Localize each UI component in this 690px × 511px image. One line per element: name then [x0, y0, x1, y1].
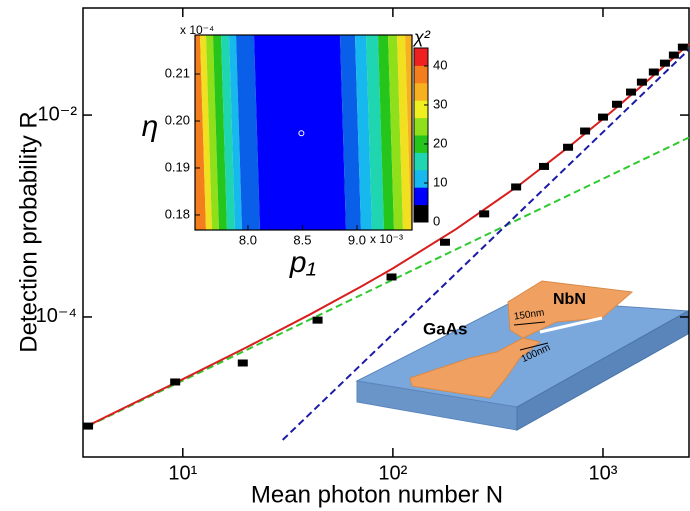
- data-point: [83, 422, 94, 430]
- inset-y-label: η: [142, 110, 159, 143]
- label-nbn: NbN: [553, 291, 586, 308]
- fit-line: [282, 48, 690, 441]
- data-point: [479, 210, 490, 218]
- y-tick-label: 10⁻²: [38, 103, 78, 125]
- data-point: [170, 378, 181, 386]
- colorbar-segment: [414, 82, 428, 101]
- substrate-side: [516, 310, 689, 431]
- inset-x-label: p₁: [289, 246, 316, 279]
- fit-line: [87, 136, 690, 428]
- device-diagram: GaAs NbN 150nm 100nm: [355, 280, 690, 431]
- colorbar-segment: [414, 204, 428, 223]
- colorbar-segment: [414, 117, 428, 136]
- x-tick-label: 10²: [378, 462, 407, 484]
- inset-y-tick-label: 0.18: [165, 206, 190, 221]
- data-point: [659, 59, 670, 67]
- colorbar-tick-label: 40: [433, 57, 447, 72]
- inset-y-tick-label: 0.19: [165, 159, 190, 174]
- inset-y-tick-label: 0.21: [165, 65, 190, 80]
- data-point: [511, 183, 522, 191]
- contour-bands: [194, 34, 413, 231]
- colorbar-tick-label: 0: [433, 213, 440, 228]
- data-point: [648, 68, 659, 76]
- y-tick-label: 10⁻⁴: [36, 305, 77, 327]
- nbn-pad: [507, 280, 634, 339]
- nbn-pad-lower: [409, 337, 542, 399]
- data-point: [580, 127, 591, 135]
- colorbar-segment: [414, 187, 428, 206]
- data-point: [563, 143, 574, 151]
- colorbar-segment: [414, 100, 428, 119]
- data-point: [386, 273, 397, 281]
- x-tick-label: 10¹: [168, 462, 197, 484]
- colorbar-tick-label: 10: [433, 174, 447, 189]
- inset-x-multiplier: x 10⁻³: [370, 232, 403, 246]
- inset-x-tick-label: 8.0: [239, 232, 257, 247]
- colorbar-tick-label: 30: [433, 96, 447, 111]
- dim-arrow: [513, 321, 546, 326]
- data-point: [539, 162, 550, 170]
- data-point: [668, 51, 679, 59]
- colorbar-segment: [414, 169, 428, 188]
- label-gaas: GaAs: [423, 319, 467, 338]
- plot-frame: [82, 7, 690, 458]
- slit: [539, 316, 603, 334]
- inset-y-tick-label: 0.20: [165, 112, 190, 127]
- data-point: [312, 316, 323, 324]
- y-axis-label: Detection probability R: [15, 111, 42, 352]
- data-point: [677, 43, 688, 51]
- label-150nm: 150nm: [513, 307, 545, 322]
- colorbar-frame: [413, 47, 429, 223]
- data-point: [597, 113, 608, 121]
- data-point: [636, 78, 647, 86]
- colorbar-segment: [414, 135, 428, 153]
- colorbar-label: χ²: [412, 27, 431, 47]
- colorbar-segment: [414, 65, 428, 84]
- inset-x-tick-label: 8.5: [293, 232, 311, 247]
- colorbar-tick-label: 20: [433, 135, 447, 150]
- best-fit-point: [298, 130, 305, 137]
- data-point: [626, 88, 637, 96]
- colorbar-segment: [414, 48, 428, 66]
- inset-y-multiplier: x 10⁻⁴: [180, 23, 214, 37]
- data-point: [439, 238, 450, 246]
- fit-line: [87, 43, 690, 427]
- inset-x-tick-label: 9.0: [348, 232, 366, 247]
- data-point: [237, 359, 248, 367]
- colorbar-segment: [414, 152, 428, 171]
- x-axis-label: Mean photon number N: [251, 481, 503, 508]
- dim-arrow: [519, 342, 549, 351]
- x-tick-label: 10³: [589, 462, 618, 484]
- data-point: [611, 100, 622, 108]
